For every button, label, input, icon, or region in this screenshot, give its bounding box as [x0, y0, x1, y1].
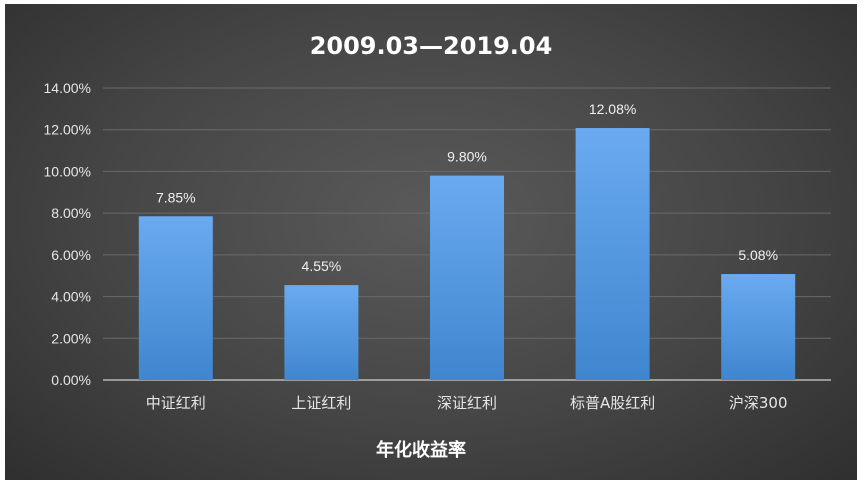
bar-chart: 2009.03—2019.04 0.00% 2.00% 4.00% 6.00% 8.00…: [44, 32, 831, 461]
bar: [721, 274, 796, 380]
x-axis-title: 年化收益率: [376, 439, 466, 461]
y-tick-label: 2.00%: [51, 330, 91, 346]
chart-title: 2009.03—2019.04: [310, 32, 553, 60]
data-label: 5.08%: [738, 247, 778, 263]
bar: [138, 216, 213, 380]
bar: [284, 285, 359, 380]
data-labels: 7.85% 4.55% 9.80% 12.08% 5.08%: [156, 101, 778, 274]
x-axis-categories: 中证红利 上证红利 深证红利 标普A股红利 沪深300: [146, 394, 788, 412]
x-tick-label: 标普A股红利: [570, 394, 655, 412]
data-label: 7.85%: [156, 189, 196, 205]
y-tick-label: 6.00%: [51, 247, 91, 263]
y-tick-label: 0.00%: [51, 372, 91, 388]
bars: [138, 128, 796, 380]
data-label: 4.55%: [302, 258, 342, 274]
x-tick-label: 上证红利: [291, 394, 351, 412]
y-tick-label: 12.00%: [44, 122, 91, 138]
y-tick-label: 8.00%: [51, 205, 91, 221]
chart-frame: 2009.03—2019.04 0.00% 2.00% 4.00% 6.00% 8.00…: [5, 4, 857, 480]
x-tick-label: 中证红利: [146, 394, 206, 412]
bar: [575, 128, 650, 380]
y-tick-label: 4.00%: [51, 289, 91, 305]
x-tick-label: 沪深300: [729, 394, 788, 412]
y-tick-label: 14.00%: [44, 80, 91, 96]
y-tick-label: 10.00%: [44, 163, 91, 179]
bar: [430, 175, 504, 380]
y-axis-ticks: 0.00% 2.00% 4.00% 6.00% 8.00% 10.00% 12.00% 14.…: [44, 80, 91, 388]
data-label: 12.08%: [589, 101, 636, 117]
x-tick-label: 深证红利: [437, 394, 497, 412]
data-label: 9.80%: [447, 149, 487, 165]
